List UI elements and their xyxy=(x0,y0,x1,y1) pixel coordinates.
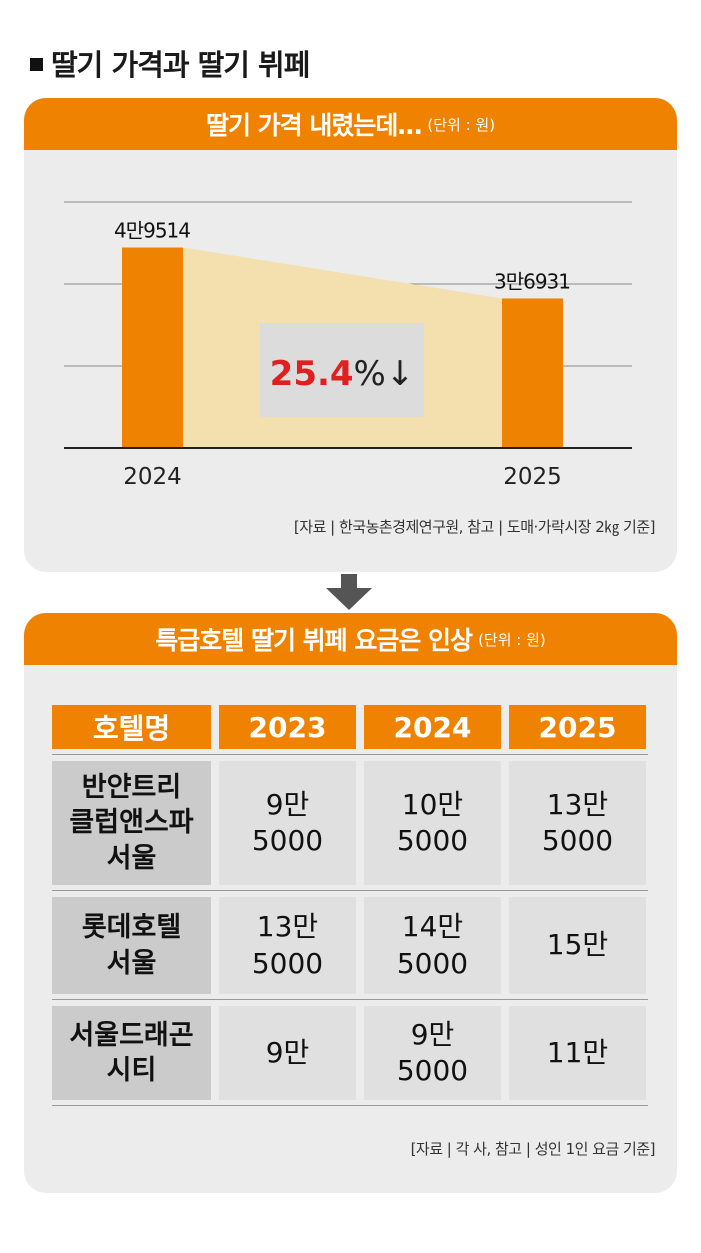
table-row: 롯데호텔 서울 13만 5000 14만 5000 15만 xyxy=(52,897,648,994)
price-panel-unit: (단위 : 원) xyxy=(427,115,496,134)
price-cell-2023: 9만 xyxy=(219,1006,356,1100)
table-row: 서울드래곤 시티 9만 9만 5000 11만 xyxy=(52,1006,648,1100)
x-tick-label-2024: 2024 xyxy=(123,464,182,490)
price-panel-header: 딸기 가격 내렸는데… (단위 : 원) xyxy=(24,98,677,150)
hotel-name: 롯데호텔 서울 xyxy=(52,897,211,994)
table-divider xyxy=(52,1105,648,1112)
table-row: 반얀트리 클럽앤스파 서울 9만 5000 10만 5000 13만 5000 xyxy=(52,761,648,885)
price-cell-2023: 13만 5000 xyxy=(219,897,356,994)
annotation-box xyxy=(260,323,424,417)
price-panel: 딸기 가격 내렸는데… (단위 : 원) 4만9514 2024 3만6931 202… xyxy=(24,98,677,572)
price-cell-2024: 9만 5000 xyxy=(364,1006,501,1100)
price-cell-2024: 14만 5000 xyxy=(364,897,501,994)
x-tick-label-2025: 2025 xyxy=(503,464,562,490)
bar-2025 xyxy=(502,298,563,448)
buffet-panel-unit: (단위 : 원) xyxy=(478,630,546,649)
buffet-panel: 특급호텔 딸기 뷔페 요금은 인상 (단위 : 원) 호텔명 2023 2024 20… xyxy=(24,613,677,1193)
annotation-suffix: %↓ xyxy=(354,354,415,394)
price-source-note: [자료 | 한국농촌경제연구원, 참고 | 도매·가락시장 2㎏ 기준] xyxy=(293,518,656,536)
price-cell-2025: 11만 xyxy=(509,1006,646,1100)
price-cell-2023: 9만 5000 xyxy=(219,761,356,885)
annotation-percent: 25.4 xyxy=(270,354,354,394)
annotation-text: 25.4%↓ xyxy=(270,354,415,394)
table-header-2024: 2024 xyxy=(364,705,501,749)
table-header-호텔명: 호텔명 xyxy=(52,705,211,749)
price-cell-2025: 15만 xyxy=(509,897,646,994)
price-panel-title: 딸기 가격 내렸는데… xyxy=(205,111,422,140)
main-title: 딸기 가격과 딸기 뷔페 xyxy=(30,42,310,84)
bar-2024 xyxy=(122,247,183,448)
buffet-panel-title: 특급호텔 딸기 뷔페 요금은 인상 xyxy=(155,626,473,655)
buffet-panel-header: 특급호텔 딸기 뷔페 요금은 인상 (단위 : 원) xyxy=(24,613,677,665)
table-divider xyxy=(52,754,648,761)
square-bullet-icon xyxy=(30,58,43,71)
table-header-2023: 2023 xyxy=(219,705,356,749)
hotel-name: 서울드래곤 시티 xyxy=(52,1006,211,1100)
arrow-down-icon xyxy=(326,574,372,610)
value-label-2025: 3만6931 xyxy=(494,269,570,293)
price-bar-chart: 4만9514 2024 3만6931 2025 25.4%↓ xyxy=(64,201,632,490)
table-header-2025: 2025 xyxy=(509,705,646,749)
table-divider xyxy=(52,999,648,1006)
buffet-price-table: 호텔명 2023 2024 2025 반얀트리 클럽앤스파 서울 9만 5000 10만 5000 1… xyxy=(52,705,648,1112)
price-cell-2025: 13만 5000 xyxy=(509,761,646,885)
hotel-name: 반얀트리 클럽앤스파 서울 xyxy=(52,761,211,885)
buffet-source-note: [자료 | 각 사, 참고 | 성인 1인 요금 기준] xyxy=(410,1140,656,1158)
price-cell-2024: 10만 5000 xyxy=(364,761,501,885)
main-title-text: 딸기 가격과 딸기 뷔페 xyxy=(51,48,310,82)
table-header-row: 호텔명 2023 2024 2025 xyxy=(52,705,648,749)
value-label-2024: 4만9514 xyxy=(114,219,190,243)
table-divider xyxy=(52,890,648,897)
